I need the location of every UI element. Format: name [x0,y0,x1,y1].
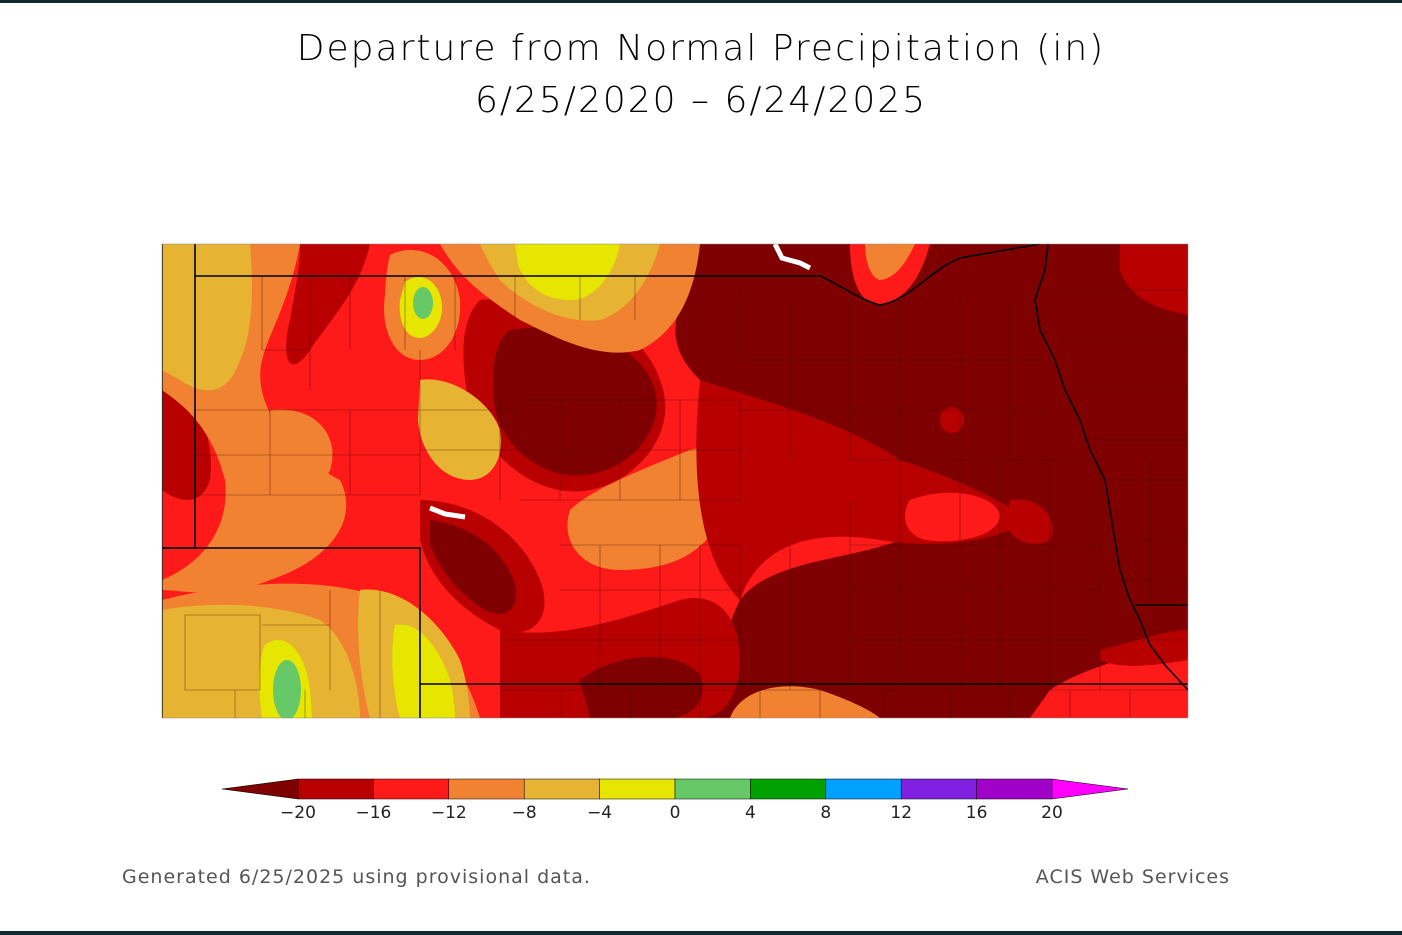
border-missouri-river [1034,244,1188,691]
legend-swatch [448,778,525,800]
legend-swatch [297,778,374,800]
contour-west-lightorange [162,244,252,391]
generated-note: Generated 6/25/2025 using provisional da… [122,866,591,888]
legend-tick-label: −8 [512,803,537,823]
contour-nw-green [413,287,433,319]
contour-south-orange [730,686,880,718]
source-credit: ACIS Web Services [1035,866,1230,888]
top-border [0,0,1402,3]
legend-swatch [900,778,977,800]
legend-tick-label: 4 [745,803,756,823]
contour-east-dark-2 [1005,499,1053,544]
contour-west-dark-1 [286,244,370,365]
legend-swatch [373,778,450,800]
river-highlight-west [429,505,466,520]
contour-south-darkest [580,656,703,718]
map-frame [161,243,1189,719]
contour-central-lightorange [418,379,501,480]
map-period: 6/25/2020 – 6/24/2025 [474,80,928,121]
border-sd-ne [195,244,1041,306]
legend-arrow-low [221,778,299,800]
legend-swatch [976,778,1053,800]
legend-tick-label: −16 [355,803,391,823]
contour-east-small-spot [940,407,964,433]
contour-west-dark-2 [162,380,211,500]
contour-sw-yellow [392,624,455,718]
legend-tick-label: 12 [890,803,912,823]
legend-tick-label: −20 [280,803,316,823]
legend-swatch [523,778,600,800]
contour-east-red-spot [905,492,1000,542]
legend-swatch [674,778,751,800]
legend-tick-label: 8 [820,803,831,823]
contour-ne-orange [865,244,915,280]
legend-swatch [599,778,676,800]
map-title: Departure from Normal Precipitation (in) [296,28,1106,69]
state-boundaries [162,244,1188,718]
contour-sw-darkest [430,520,516,614]
contour-east-dark-band [696,380,1030,600]
border-co-ne [162,547,421,718]
legend-tick-label: 16 [966,803,988,823]
contour-se-dark [1100,630,1188,666]
legend-colorbar: −20 −16 −12 −8 −4 0 4 8 12 16 20 [221,778,1129,823]
contour-sw-green [273,660,301,718]
departure-map [162,244,1188,718]
bottom-border [0,931,1402,935]
contour-center-orange [567,448,724,570]
contour-mid-darkest [493,327,657,476]
legend-swatch [750,778,827,800]
county-lines [184,276,1188,718]
contour-north-yellow [515,244,620,301]
contour-far-ne-dark [1120,244,1188,315]
legend-tick-label: −12 [431,803,467,823]
legend-tick-label: 20 [1041,803,1063,823]
contour-west-orange-2 [270,409,333,489]
legend-tick-label: 0 [670,803,681,823]
river-highlight-north [772,244,812,271]
legend-arrow-high [1051,778,1129,800]
legend-tick-label: −4 [587,803,612,823]
legend-swatch [825,778,902,800]
